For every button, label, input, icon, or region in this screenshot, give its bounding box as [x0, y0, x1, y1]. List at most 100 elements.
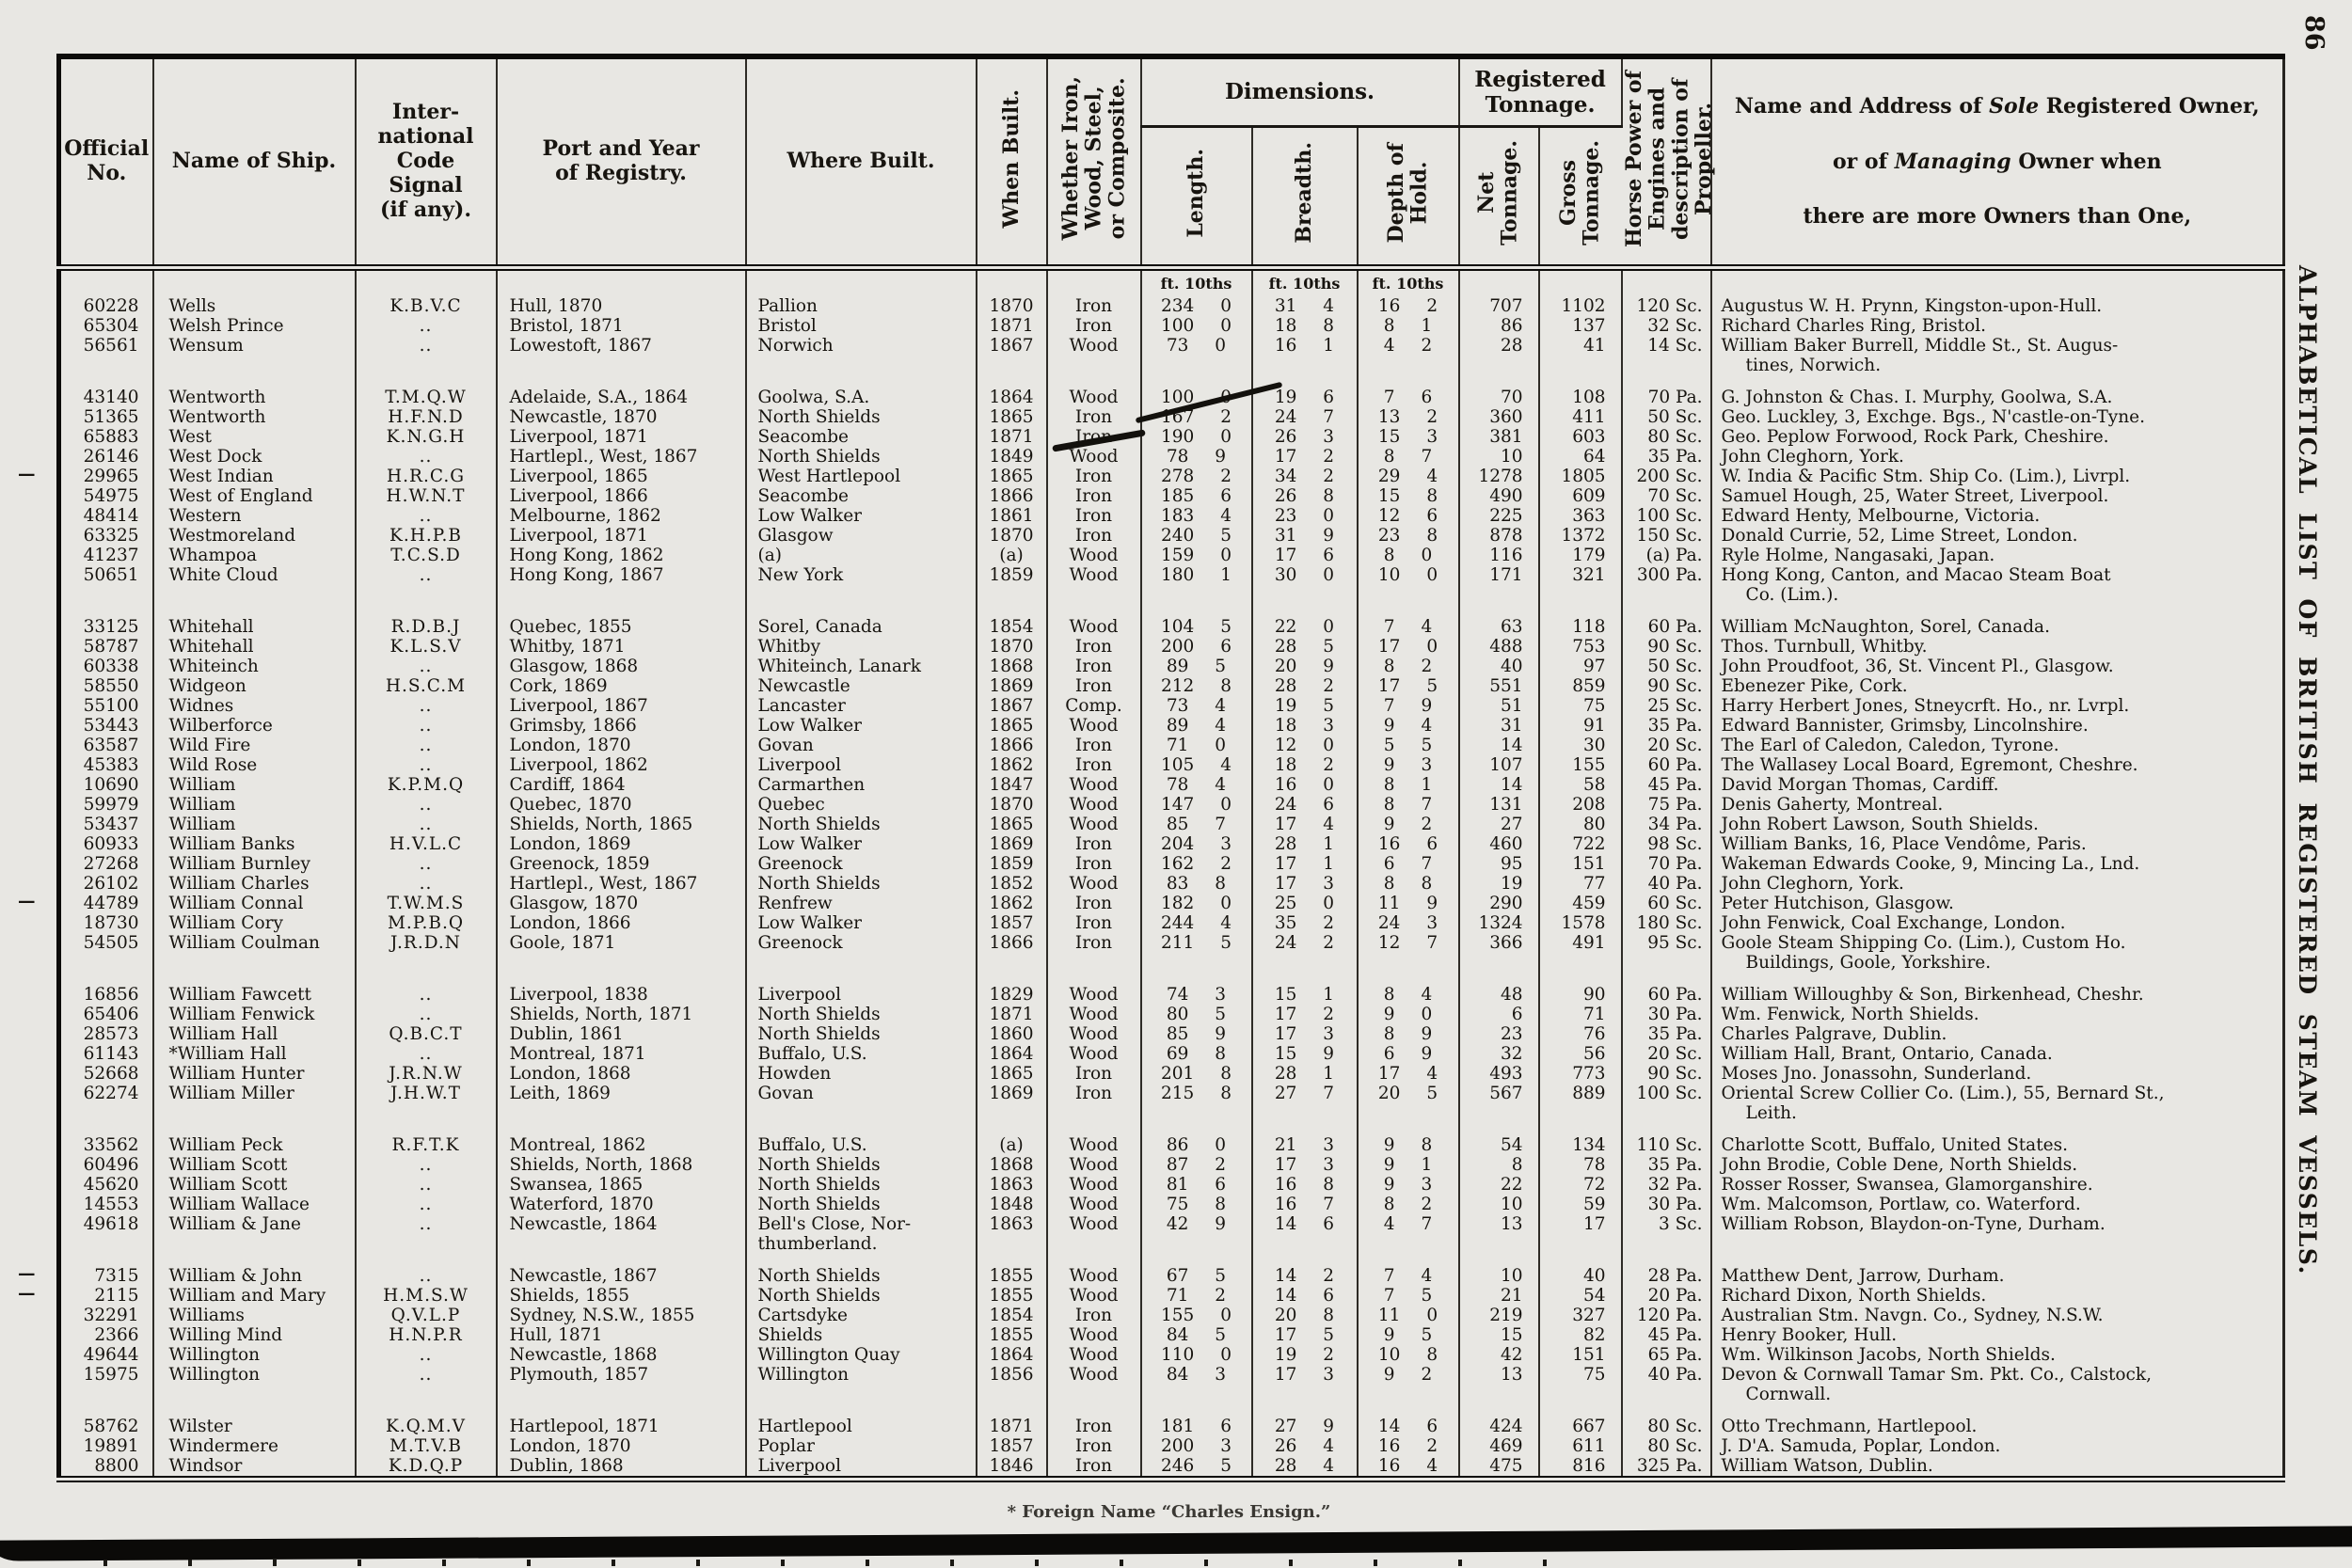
cell-where-built: Hartlepool — [745, 1417, 977, 1436]
cell-port-year: Montreal, 1862 — [496, 1135, 747, 1155]
cell-official-no: 32291 — [58, 1306, 154, 1325]
cell-horse-power: 35 Pa. — [1621, 716, 1712, 736]
cell-net-tonnage: 475 — [1458, 1456, 1540, 1480]
cell-official-no: 60933 — [58, 834, 154, 854]
cell-port-year: Liverpool, 1862 — [496, 755, 747, 775]
table-row: 58550 Widgeon H.S.C.M Cork, 1869 Newcast… — [58, 676, 2284, 696]
cell-length: 100 0 — [1140, 316, 1253, 336]
cell-official-no: 51365 — [58, 407, 154, 427]
cell-port-year: Shields, North, 1868 — [496, 1155, 747, 1175]
cell-material: Iron — [1046, 407, 1142, 427]
cell-owner: Rosser Rosser, Swansea, Glamorganshire. — [1721, 1175, 2093, 1195]
cell-port-year: Liverpool, 1871 — [496, 526, 747, 546]
cell-port-year: Cork, 1869 — [496, 676, 747, 696]
cell-breadth: 24 6 — [1251, 795, 1359, 815]
cell-port-year: Shields, North, 1871 — [496, 1005, 747, 1024]
official-no-value: 56561 — [83, 336, 139, 356]
cell-material: Iron — [1046, 486, 1142, 506]
cell-ship-name: William Peck — [152, 1135, 357, 1155]
spacer-cell — [1711, 1404, 2284, 1417]
spacer-cell — [58, 1123, 154, 1135]
cell-owner: Otto Trechmann, Hartlepool. — [1721, 1417, 1978, 1436]
cell-port-year: London, 1866 — [496, 913, 747, 933]
cell-depth: 9 8 — [1357, 1135, 1460, 1155]
official-no-value: 49644 — [83, 1345, 139, 1365]
cell-net-tonnage: 21 — [1458, 1286, 1540, 1306]
cell-official-no: 19891 — [58, 1436, 154, 1456]
unit-label-length: ft. 10ths — [1140, 267, 1253, 296]
cell-length: 180 1 — [1140, 565, 1253, 605]
cell-code-signal: .. — [355, 795, 498, 815]
horse-power-rotated-label: Horse Power of Engines and description o… — [1621, 70, 1716, 247]
cell-ship-name: Wild Fire — [152, 736, 357, 755]
cell-depth: 8 7 — [1357, 447, 1460, 467]
official-no-value: 63325 — [83, 526, 139, 546]
cell-net-tonnage: 22 — [1458, 1175, 1540, 1195]
spacer-cell — [152, 605, 357, 617]
cell-ship-name: Whitehall — [152, 637, 357, 657]
table-row: — 2115 William and Mary H.M.S.W Shields, … — [18, 1284, 2284, 1306]
cell-when-built: (a) — [976, 1135, 1048, 1155]
cell-net-tonnage: 116 — [1458, 546, 1540, 565]
cell-where-built: Willington — [745, 1365, 977, 1404]
group-spacer — [58, 1123, 2284, 1135]
cell-breadth: 26 3 — [1251, 427, 1359, 447]
official-no-value: 8800 — [94, 1456, 139, 1476]
cell-depth: 8 2 — [1357, 1195, 1460, 1214]
cell-when-built: 1855 — [976, 1325, 1048, 1345]
cell-depth: 16 2 — [1357, 296, 1460, 316]
cell-gross-tonnage: 134 — [1538, 1135, 1623, 1155]
cell-empty — [1538, 267, 1623, 296]
cell-length: 71 2 — [1140, 1286, 1253, 1306]
cell-where-built: North Shields — [745, 1155, 977, 1175]
spacer-cell — [1251, 1123, 1359, 1135]
official-no-value: 59979 — [83, 795, 139, 815]
official-no-value: 61143 — [83, 1044, 139, 1064]
cell-breadth: 28 1 — [1251, 834, 1359, 854]
cell-when-built: 1860 — [976, 1024, 1048, 1044]
cell-ship-name: William Hunter — [152, 1064, 357, 1084]
cell-owner: William McNaughton, Sorel, Canada. — [1721, 617, 2050, 637]
cell-ship-name: William Charles — [152, 874, 357, 894]
cell-owner: Charlotte Scott, Buffalo, United States. — [1721, 1135, 2068, 1155]
cell-when-built: 1859 — [976, 854, 1048, 874]
cell-when-built: 1857 — [976, 913, 1048, 933]
cell-ship-name: Wells — [152, 296, 357, 316]
cell-ship-name: Welsh Prince — [152, 316, 357, 336]
official-no-value: 60338 — [83, 657, 139, 676]
cell-length: 87 2 — [1140, 1155, 1253, 1175]
cell-length: 110 0 — [1140, 1345, 1253, 1365]
table-row: 26102 William Charles .. Hartlepl., West… — [58, 874, 2284, 894]
cell-net-tonnage: 225 — [1458, 506, 1540, 526]
cell-owner: Wakeman Edwards Cooke, 9, Mincing La., L… — [1721, 854, 2140, 874]
cell-net-tonnage: 8 — [1458, 1155, 1540, 1175]
cell-material: Iron — [1046, 316, 1142, 336]
cell-gross-tonnage: 1372 — [1538, 526, 1623, 546]
spacer-cell — [152, 973, 357, 985]
table-row: 52668 William Hunter J.R.N.W London, 186… — [58, 1064, 2284, 1084]
cell-gross-tonnage: 64 — [1538, 447, 1623, 467]
cell-material: Iron — [1046, 1084, 1142, 1123]
cell-code-signal: K.H.P.B — [355, 526, 498, 546]
cell-net-tonnage: 1278 — [1458, 467, 1540, 486]
cell-code-signal: M.T.V.B — [355, 1436, 498, 1456]
cell-owner: Geo. Peplow Forwood, Rock Park, Cheshire… — [1721, 427, 2109, 447]
cell-gross-tonnage: 30 — [1538, 736, 1623, 755]
gross-tonnage-rotated-label: Gross Tonnage. — [1556, 140, 1605, 245]
spacer-cell — [1251, 973, 1359, 985]
official-no-value: 58550 — [83, 676, 139, 696]
page-number: 86 — [2299, 15, 2328, 51]
cell-breadth: 16 7 — [1251, 1195, 1359, 1214]
cell-code-signal: J.R.D.N — [355, 933, 498, 973]
cell-port-year: London, 1868 — [496, 1064, 747, 1084]
cell-code-signal: H.F.N.D — [355, 407, 498, 427]
cell-material: Wood — [1046, 1044, 1142, 1064]
spacer-cell — [1621, 605, 1712, 617]
cell-net-tonnage: 10 — [1458, 1266, 1540, 1286]
cell-ship-name: William — [152, 775, 357, 795]
cell-ship-name: Williams — [152, 1306, 357, 1325]
cell-net-tonnage: 15 — [1458, 1325, 1540, 1345]
cell-where-built: North Shields — [745, 1175, 977, 1195]
col-header-gross-tonnage: Gross Tonnage. — [1538, 126, 1622, 271]
official-no-value: 44789 — [83, 894, 139, 913]
